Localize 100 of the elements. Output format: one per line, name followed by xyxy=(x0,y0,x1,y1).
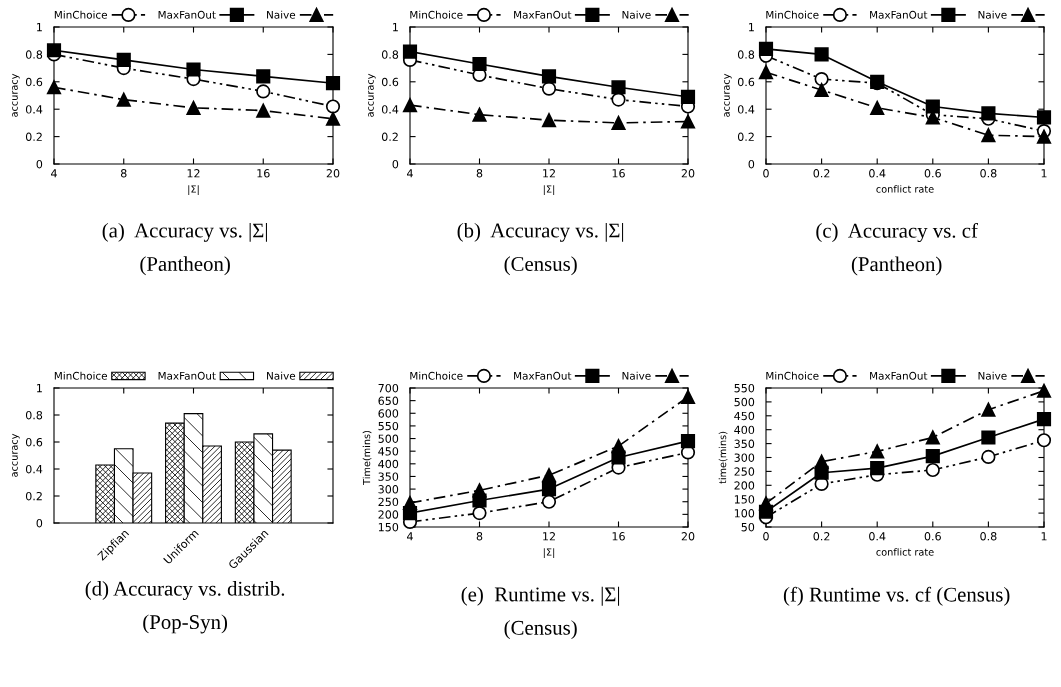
y-tick-label: 0.4 xyxy=(381,105,399,114)
y-tick-label: 0.6 xyxy=(737,77,755,87)
y-tick-label: 0.6 xyxy=(381,77,399,87)
y-tick-label: 400 xyxy=(734,425,755,435)
y-tick-label: 1 xyxy=(37,384,42,393)
point xyxy=(256,69,271,84)
x-tick-label: 0.8 xyxy=(980,169,997,178)
y-tick-label: 0.6 xyxy=(25,437,43,447)
x-tick-label: 12 xyxy=(543,169,555,178)
point xyxy=(611,92,626,107)
x-tick-label: 0.2 xyxy=(813,532,830,541)
point xyxy=(256,103,271,118)
y-tick-label: 50 xyxy=(741,522,755,532)
point xyxy=(1036,129,1052,144)
point xyxy=(611,115,626,130)
y-tick-label: 350 xyxy=(734,439,755,448)
text: (f) Runtime vs. cf (Census) xyxy=(783,586,1010,606)
y-axis-title: accuracy xyxy=(724,73,732,117)
x-axis-title: |Σ| xyxy=(188,185,199,195)
y-axis-title: accuracy xyxy=(12,73,20,117)
y-axis-title: time(mins) xyxy=(718,431,728,484)
y-tick-label: 0 xyxy=(748,159,755,169)
x-tick-label: 8 xyxy=(476,169,483,178)
legend-label: Naive xyxy=(267,371,296,380)
y-tick-label: 600 xyxy=(378,409,399,418)
point xyxy=(46,80,62,95)
point xyxy=(541,69,557,84)
y-tick-label: 250 xyxy=(734,467,755,476)
legend-label: MinChoice xyxy=(410,371,463,380)
y-tick-label: 0 xyxy=(36,518,43,528)
legend-label: MaxFanOut xyxy=(514,10,572,19)
y-axis-title: accuracy xyxy=(12,433,20,477)
point xyxy=(981,430,996,445)
point xyxy=(814,454,829,469)
text: (a) Accuracy vs. |Σ| (Pantheon) xyxy=(102,222,267,276)
y-tick-label: 500 xyxy=(734,397,755,407)
y-tick-label: 150 xyxy=(378,522,399,532)
y-tick-label: 300 xyxy=(734,453,755,462)
x-axis-title: conflict rate xyxy=(876,185,934,193)
point xyxy=(402,44,418,59)
x-tick-label: 0.4 xyxy=(869,532,886,541)
x-tick-label: 8 xyxy=(120,169,127,178)
x-tick-label: 8 xyxy=(476,532,483,541)
point xyxy=(325,111,341,126)
y-tick-label: 500 xyxy=(378,434,399,443)
legend-label: MinChoice xyxy=(410,10,463,19)
point xyxy=(981,449,996,465)
legend-label: MaxFanOut xyxy=(870,371,928,380)
point xyxy=(472,107,487,122)
point xyxy=(981,128,996,143)
y-tick-label: 650 xyxy=(378,396,399,406)
x-tick-label: 0 xyxy=(763,169,769,178)
point xyxy=(981,402,996,417)
point xyxy=(1036,383,1052,398)
y-tick-label: 0 xyxy=(36,159,43,169)
x-tick-label: 0.4 xyxy=(869,169,886,178)
legend-label: MinChoice xyxy=(766,10,819,19)
point xyxy=(46,43,62,58)
legend-label: MinChoice xyxy=(54,371,108,380)
point xyxy=(325,76,341,91)
x-tick-label: 20 xyxy=(326,169,340,178)
point xyxy=(680,433,696,449)
x-tick-label: 12 xyxy=(187,169,200,178)
legend-label: Naive xyxy=(978,371,1007,380)
y-tick-label: 200 xyxy=(734,481,755,490)
point xyxy=(680,389,696,404)
text: (e) Runtime vs. |Σ| (Census) xyxy=(461,586,620,640)
x-tick-label: 0.6 xyxy=(924,532,941,541)
x-tick-label: 4 xyxy=(407,169,413,178)
point xyxy=(541,494,557,509)
x-axis-title: |Σ| xyxy=(543,185,555,195)
y-tick-label: 1 xyxy=(393,23,398,32)
point xyxy=(611,80,626,95)
y-tick-label: 550 xyxy=(734,383,755,393)
legend-label: MaxFanOut xyxy=(158,10,216,19)
legend-label: Naive xyxy=(267,10,296,19)
legend-label: Naive xyxy=(622,10,651,19)
point xyxy=(758,41,774,57)
y-tick-label: 0 xyxy=(392,159,399,169)
point xyxy=(870,100,885,115)
y-tick-label: 0.4 xyxy=(25,464,43,474)
text: (b) Accuracy vs. |Σ| (Census) xyxy=(457,222,624,276)
y-axis-title: accuracy xyxy=(368,73,376,117)
y-tick-label: 1 xyxy=(37,23,42,32)
point xyxy=(870,444,885,459)
point xyxy=(472,483,487,498)
x-tick-label: 4 xyxy=(51,169,57,178)
y-tick-label: 150 xyxy=(734,495,755,504)
legend-label: Naive xyxy=(978,10,1007,19)
x-tick-label: 12 xyxy=(543,532,555,541)
x-tick-label: 0.6 xyxy=(924,169,941,178)
x-tick-label: 1 xyxy=(1041,532,1047,541)
text: (d) Accuracy vs. distrib. (Pop-Syn) xyxy=(85,581,285,634)
legend-label: MinChoice xyxy=(766,371,819,380)
point xyxy=(541,482,557,497)
point xyxy=(541,468,557,483)
point xyxy=(611,439,626,454)
text: (c) Accuracy vs. cf (Pantheon) xyxy=(816,222,978,276)
y-tick-label: 0.2 xyxy=(25,132,42,141)
x-tick-label: 16 xyxy=(257,169,270,178)
